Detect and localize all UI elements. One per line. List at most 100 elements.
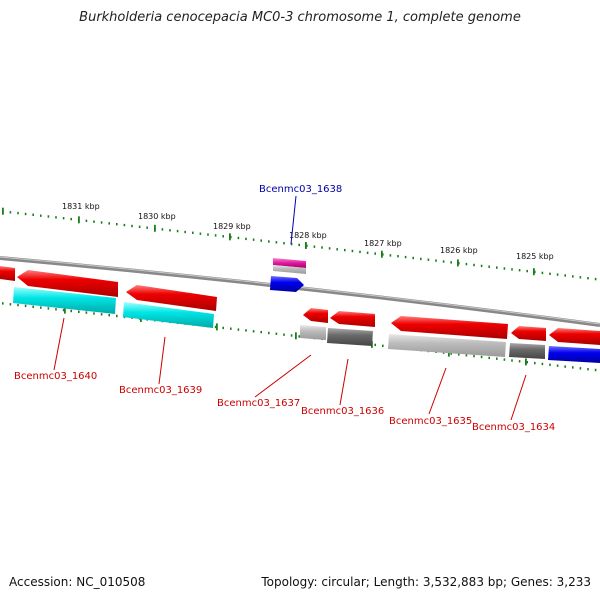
ruler-minor-tick bbox=[336, 248, 338, 251]
feature-bcenmc03-1640[interactable] bbox=[13, 270, 118, 314]
ruler-minor-tick bbox=[473, 354, 475, 358]
ruler-minor-tick bbox=[404, 255, 407, 259]
gene-arrow-red bbox=[511, 326, 546, 341]
ruler-minor-tick bbox=[138, 225, 141, 228]
kbp-label: 1829 kbp bbox=[213, 222, 251, 231]
ruler-minor-tick bbox=[313, 245, 316, 248]
ruler-minor-tick bbox=[480, 264, 483, 268]
gene-label[interactable]: Bcenmc03_1634 bbox=[472, 422, 555, 433]
ruler-major-tick bbox=[78, 216, 80, 224]
ruler-minor-tick bbox=[108, 222, 110, 225]
ruler-minor-tick bbox=[207, 233, 209, 236]
ruler-minor-tick bbox=[556, 364, 559, 367]
ruler-minor-tick bbox=[268, 240, 270, 243]
ruler-minor-tick bbox=[579, 276, 582, 279]
ruler-minor-tick bbox=[298, 243, 300, 247]
ruler-minor-tick bbox=[290, 242, 293, 246]
ruler-minor-tick bbox=[62, 217, 65, 220]
feature-bcenmc03-1633-partial[interactable] bbox=[548, 328, 600, 363]
ruler-minor-tick bbox=[199, 232, 202, 235]
gene-arrow-blue bbox=[270, 276, 304, 292]
ruler-major-tick bbox=[457, 259, 459, 267]
ruler-minor-tick bbox=[146, 226, 148, 229]
ruler-minor-tick bbox=[587, 368, 589, 371]
ruler-minor-tick bbox=[564, 274, 566, 277]
gene-label[interactable]: Bcenmc03_1635 bbox=[389, 416, 472, 427]
ruler-minor-tick bbox=[245, 237, 247, 241]
ruler-minor-tick bbox=[214, 234, 217, 237]
ruler-major-tick bbox=[2, 207, 4, 215]
ruler-major-tick bbox=[64, 306, 66, 314]
feature-bcenmc03-1637[interactable] bbox=[300, 308, 328, 340]
ruler-minor-tick bbox=[442, 260, 445, 263]
ruler-minor-tick bbox=[85, 219, 88, 222]
ruler-minor-tick bbox=[518, 269, 521, 272]
feature-bcenmc03-1634[interactable] bbox=[509, 326, 546, 359]
ruler-minor-tick bbox=[579, 367, 582, 370]
ruler-minor-tick bbox=[397, 255, 399, 258]
ruler-minor-tick bbox=[488, 265, 490, 268]
ruler-minor-tick bbox=[123, 223, 126, 227]
ruler-minor-tick bbox=[184, 230, 186, 234]
ruler-major-tick bbox=[154, 224, 156, 232]
ruler-minor-tick bbox=[572, 275, 574, 278]
ruler-minor-tick bbox=[260, 330, 262, 334]
gene-label[interactable]: Bcenmc03_1640 bbox=[14, 371, 97, 382]
ruler-minor-tick bbox=[389, 254, 392, 257]
ruler-minor-tick bbox=[9, 303, 12, 306]
gene-label[interactable]: Bcenmc03_1636 bbox=[301, 406, 384, 417]
ruler-minor-tick bbox=[549, 272, 551, 275]
gene-label[interactable]: Bcenmc03_1637 bbox=[217, 398, 300, 409]
feature-bcenmc03-1639[interactable] bbox=[123, 285, 217, 328]
ruler-minor-tick bbox=[594, 368, 597, 372]
accession-text: Accession: NC_010508 bbox=[9, 575, 146, 589]
ruler-minor-tick bbox=[564, 365, 566, 368]
feature-bcenmc03-1638[interactable] bbox=[270, 258, 306, 292]
gene-arrow-red bbox=[330, 311, 375, 327]
gene-label[interactable]: Bcenmc03_1639 bbox=[119, 385, 202, 396]
ruler-minor-tick bbox=[17, 303, 19, 307]
feature-bcenmc03-1636[interactable] bbox=[327, 311, 375, 346]
ruler-minor-tick bbox=[55, 216, 57, 219]
ruler-minor-tick bbox=[9, 211, 12, 214]
ruler-minor-tick bbox=[526, 361, 528, 364]
ruler-minor-tick bbox=[518, 360, 521, 363]
gene-label-top[interactable]: Bcenmc03_1638 bbox=[259, 184, 342, 195]
gene-arrow-red bbox=[17, 270, 118, 297]
ruler-minor-tick bbox=[275, 332, 278, 335]
ruler-minor-tick bbox=[382, 344, 384, 347]
ruler-minor-tick bbox=[534, 361, 536, 365]
ruler-minor-tick bbox=[465, 262, 468, 266]
gene-arrow-red bbox=[303, 308, 328, 323]
ruler-minor-tick bbox=[17, 211, 19, 215]
ruler-minor-tick bbox=[511, 268, 513, 271]
ruler-minor-tick bbox=[511, 359, 513, 362]
page-title: Burkholderia cenocepacia MC0-3 chromosom… bbox=[79, 10, 521, 25]
ruler-minor-tick bbox=[78, 310, 80, 313]
feature-bcenmc03-1635[interactable] bbox=[388, 316, 508, 357]
ruler-minor-tick bbox=[556, 273, 559, 276]
ruler-minor-tick bbox=[450, 352, 452, 355]
kbp-label: 1827 kbp bbox=[364, 239, 402, 248]
ruler-minor-tick bbox=[176, 229, 179, 233]
ruler-minor-tick bbox=[420, 257, 422, 261]
ruler-minor-tick bbox=[169, 229, 171, 232]
ruler-minor-tick bbox=[549, 363, 551, 366]
ruler-minor-tick bbox=[214, 325, 217, 329]
gene-arrow-red bbox=[549, 328, 600, 345]
ruler-minor-tick bbox=[260, 239, 262, 242]
cds-grey-dark bbox=[509, 343, 545, 359]
cds-cyan bbox=[13, 287, 116, 314]
ruler-minor-tick bbox=[47, 307, 50, 310]
topology-text: Topology: circular; Length: 3,532,883 bp… bbox=[261, 575, 591, 589]
kbp-ruler-upper bbox=[2, 207, 597, 281]
ruler-major-tick bbox=[525, 358, 527, 366]
feature-bcenmc03-1641-partial[interactable] bbox=[0, 266, 15, 281]
ruler-minor-tick bbox=[587, 277, 589, 280]
ruler-minor-tick bbox=[222, 326, 224, 330]
ruler-minor-tick bbox=[116, 314, 118, 318]
ruler-minor-tick bbox=[458, 353, 460, 356]
ruler-minor-tick bbox=[321, 246, 323, 249]
cds-cyan bbox=[123, 302, 214, 328]
ruler-minor-tick bbox=[230, 327, 232, 330]
